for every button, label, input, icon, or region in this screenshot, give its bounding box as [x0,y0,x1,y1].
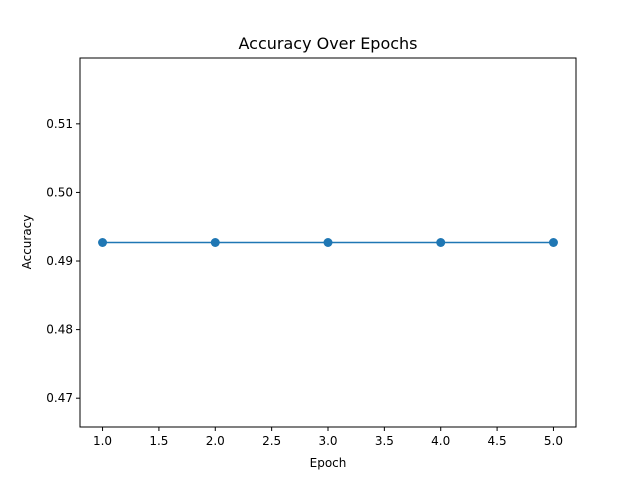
x-axis-ticks: 1.0 1.5 2.0 2.5 3.0 3.5 4.0 4.5 5.0 [93,427,563,448]
x-tick-label: 1.5 [149,434,168,448]
chart-title: Accuracy Over Epochs [238,34,417,53]
y-tick-label: 0.48 [46,323,73,337]
series-layer [98,238,558,247]
y-tick-label: 0.49 [46,254,73,268]
x-tick-label: 1.0 [93,434,112,448]
x-tick-label: 4.5 [488,434,507,448]
data-point [210,238,220,247]
data-point [323,238,333,247]
y-axis-label: Accuracy [20,215,34,270]
y-axis-ticks: 0.47 0.48 0.49 0.50 0.51 [46,117,80,405]
data-point [548,238,558,247]
x-tick-label: 2.0 [206,434,225,448]
x-tick-label: 3.5 [375,434,394,448]
y-tick-label: 0.47 [46,391,73,405]
data-point [98,238,108,247]
x-tick-label: 3.0 [318,434,337,448]
x-axis-label: Epoch [310,456,347,470]
x-tick-label: 4.0 [431,434,450,448]
data-point [436,238,446,247]
plot-frame [79,57,577,428]
y-tick-label: 0.50 [46,185,73,199]
x-tick-label: 2.5 [262,434,281,448]
x-tick-label: 5.0 [544,434,563,448]
y-tick-label: 0.51 [46,117,73,131]
